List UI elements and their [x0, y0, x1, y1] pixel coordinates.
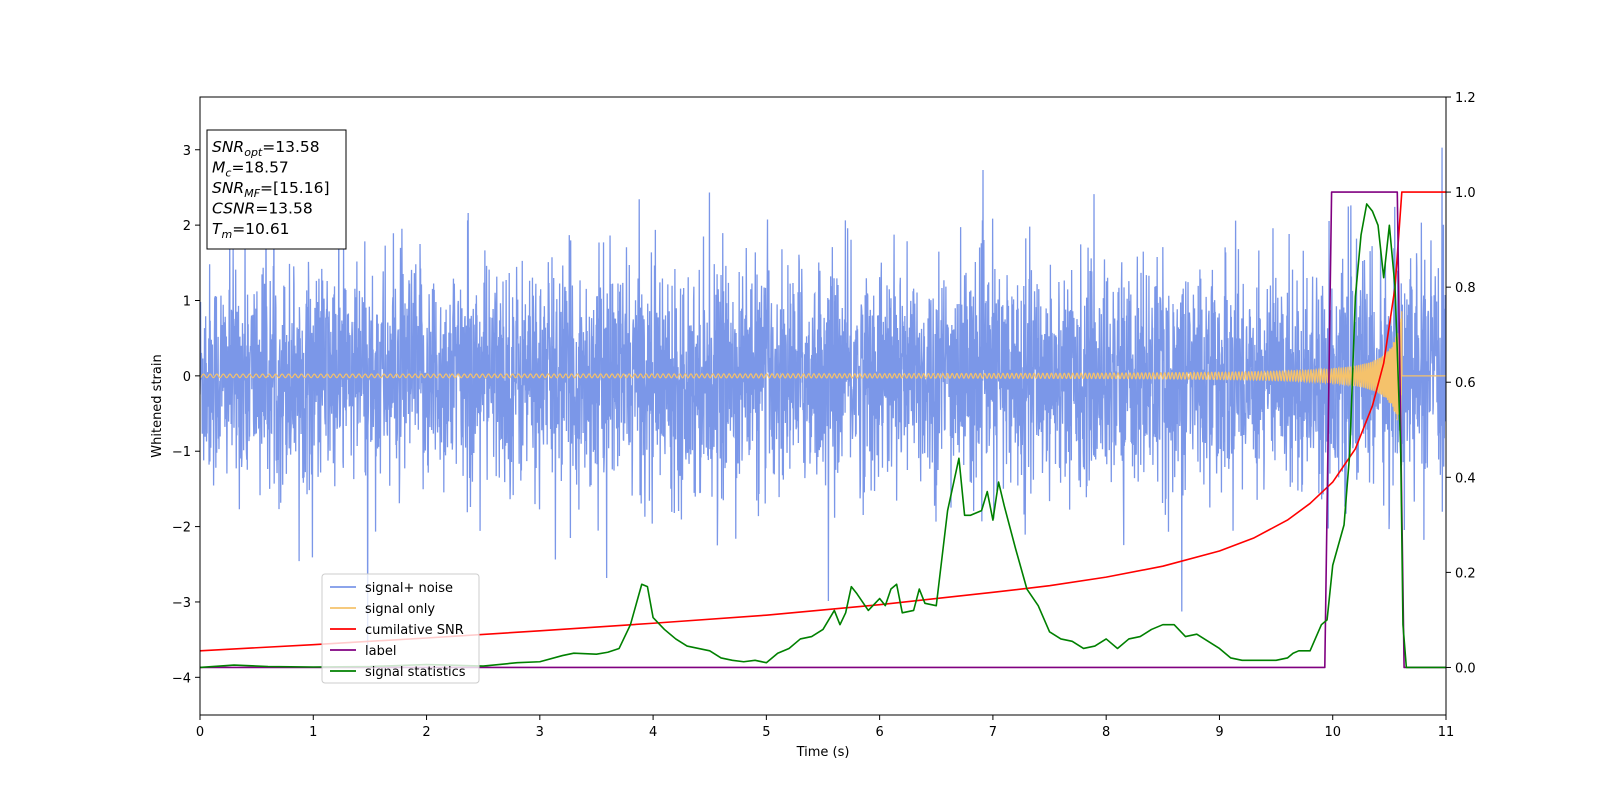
series-line-0: [200, 147, 1446, 650]
series-line-1: [200, 311, 1446, 434]
annotation-line: SNRopt=13.58: [212, 138, 320, 159]
x-tick-label: 0: [196, 725, 204, 740]
x-tick-label: 8: [1102, 725, 1110, 740]
y2-tick-label: 0.4: [1455, 471, 1476, 486]
plot-frame: [199, 96, 1447, 716]
y-tick-label: 1: [183, 294, 191, 309]
x-axis-label: Time (s): [796, 745, 850, 760]
y-tick-label: −1: [172, 445, 191, 460]
y-axis-label: Whitened strain: [150, 354, 165, 457]
x-tick-label: 2: [422, 725, 430, 740]
y2-tick-label: 0.0: [1455, 661, 1476, 676]
annotation-line: Tm=10.61: [212, 220, 290, 241]
y2-tick-label: 0.2: [1455, 566, 1476, 581]
x-tick-label: 10: [1324, 725, 1341, 740]
x-tick-label: 9: [1215, 725, 1223, 740]
annotation-line: Mc=18.57: [212, 159, 289, 180]
y2-tick-label: 1.2: [1455, 91, 1476, 106]
x-tick-label: 11: [1438, 725, 1455, 740]
legend-label: signal+ noise: [365, 581, 453, 596]
legend-label: label: [365, 644, 396, 659]
y-tick-label: −2: [172, 521, 191, 536]
annotation-frame: [206, 129, 347, 250]
legend: signal+ noise signal only cumilative SNR la…: [321, 573, 480, 684]
y2-tick-label: 1.0: [1455, 186, 1476, 201]
legend-label: signal only: [365, 602, 435, 617]
x-tick-label: 1: [309, 725, 317, 740]
y2-tick-label: 0.6: [1455, 376, 1476, 391]
series-line-4: [200, 203, 1446, 669]
y-tick-label: −3: [172, 596, 191, 611]
y-tick-label: 2: [183, 219, 191, 234]
x-tick-label: 4: [649, 725, 657, 740]
y-tick-label: −4: [172, 671, 191, 686]
annotation-box: SNRopt=13.58Mc=18.57SNRMF=[15.16]CSNR=13…: [206, 129, 347, 250]
legend-label: signal statistics: [365, 665, 466, 680]
series-line-2: [200, 191, 1446, 652]
x-tick-label: 5: [762, 725, 770, 740]
legend-frame: [321, 573, 480, 684]
annotation-line: SNRMF=[15.16]: [212, 179, 330, 200]
y-tick-label: 0: [183, 370, 191, 385]
x-tick-label: 3: [536, 725, 544, 740]
annotation-line: CSNR=13.58: [212, 200, 313, 218]
x-tick-label: 7: [989, 725, 997, 740]
x-tick-label: 6: [875, 725, 883, 740]
y2-tick-label: 0.8: [1455, 281, 1476, 296]
y-tick-label: 3: [183, 144, 191, 159]
legend-label: cumilative SNR: [365, 623, 464, 638]
